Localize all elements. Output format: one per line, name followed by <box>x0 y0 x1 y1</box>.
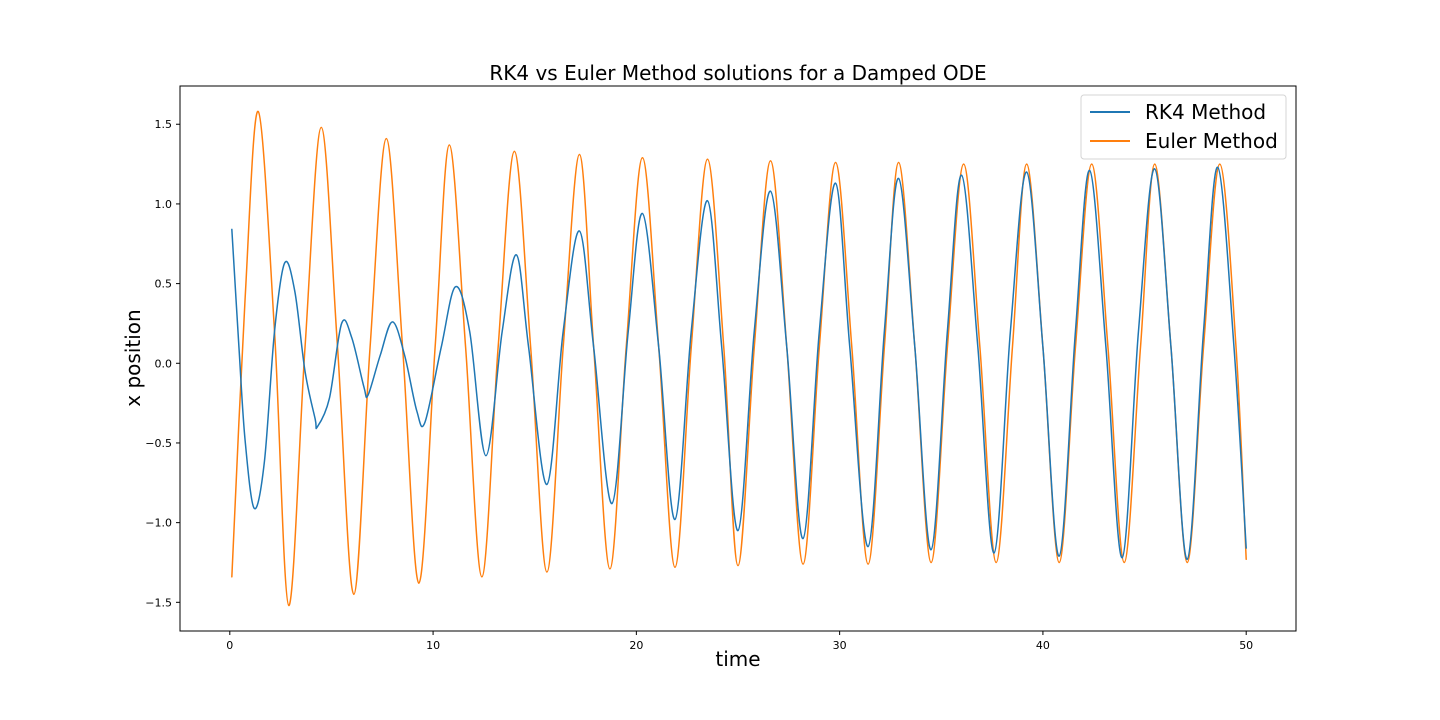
y-tick-label: 0.0 <box>155 357 173 370</box>
legend: RK4 Method Euler Method <box>1080 94 1287 160</box>
y-axis-label: x position <box>121 309 145 406</box>
series-line-euler <box>231 110 1247 607</box>
plot-area-border <box>179 85 1297 632</box>
y-tick-label: −0.5 <box>145 437 172 450</box>
x-tick-label: 30 <box>833 639 847 652</box>
y-tick-label: −1.0 <box>145 517 172 530</box>
x-tick-label: 50 <box>1239 639 1253 652</box>
chart-title: RK4 vs Euler Method solutions for a Damp… <box>489 61 986 85</box>
legend-box <box>1080 94 1287 160</box>
legend-label-rk4: RK4 Method <box>1145 100 1266 124</box>
x-tick-label: 40 <box>1036 639 1050 652</box>
y-tick-label: 1.5 <box>155 118 173 131</box>
series-line-rk4 <box>231 166 1247 561</box>
x-axis-label: time <box>715 647 760 671</box>
x-tick-label: 20 <box>629 639 643 652</box>
y-tick-label: 0.5 <box>155 278 173 291</box>
series-layer <box>231 110 1247 607</box>
y-tick-label: 1.0 <box>155 198 173 211</box>
x-tick-label: 0 <box>226 639 233 652</box>
y-tick-label: −1.5 <box>145 596 172 609</box>
y-axis: −1.5 −1.0 −0.5 0.0 0.5 1.0 1.5 <box>145 118 180 609</box>
x-tick-label: 10 <box>426 639 440 652</box>
legend-label-euler: Euler Method <box>1145 129 1278 153</box>
x-axis: 0 10 20 30 40 50 <box>226 631 1253 652</box>
